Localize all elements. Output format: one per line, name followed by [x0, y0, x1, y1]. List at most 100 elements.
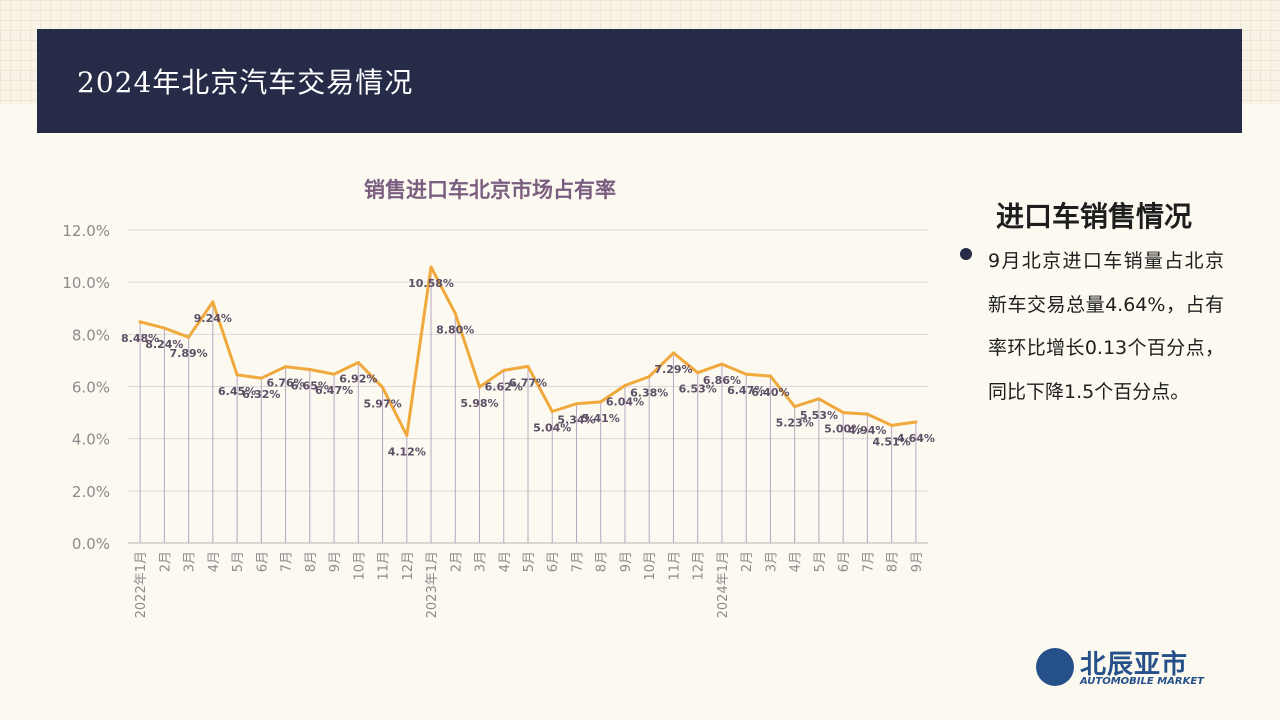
data-point	[453, 311, 457, 315]
data-point	[817, 397, 821, 401]
x-tick-label: 6月	[837, 551, 852, 572]
y-tick-label: 8.0%	[72, 326, 110, 344]
data-label: 5.23%	[776, 417, 814, 430]
x-tick-label: 7月	[570, 551, 585, 572]
data-point	[356, 361, 360, 365]
x-tick-label: 3月	[183, 551, 198, 572]
x-tick-label: 9月	[910, 551, 925, 572]
y-tick-label: 10.0%	[62, 274, 110, 292]
data-point	[478, 385, 482, 389]
data-point	[599, 400, 603, 404]
data-label: 4.12%	[388, 446, 426, 459]
x-tick-label: 9月	[619, 551, 634, 572]
data-point	[235, 373, 239, 377]
data-label: 6.86%	[703, 374, 741, 387]
data-point	[381, 385, 385, 389]
data-label: 6.47%	[727, 384, 765, 397]
data-point	[720, 362, 724, 366]
data-point	[744, 372, 748, 376]
data-label: 6.38%	[630, 387, 668, 400]
x-tick-label: 11月	[377, 551, 392, 581]
x-tick-label: 7月	[280, 551, 295, 572]
y-tick-label: 6.0%	[72, 379, 110, 397]
data-label: 6.76%	[266, 377, 304, 390]
x-tick-label: 2月	[740, 551, 755, 572]
data-label: 5.34%	[557, 414, 595, 427]
data-point	[526, 364, 530, 368]
data-point	[696, 371, 700, 375]
data-point	[405, 434, 409, 438]
data-label: 8.48%	[121, 332, 159, 345]
x-tick-label: 3月	[474, 551, 489, 572]
data-point	[768, 374, 772, 378]
data-label: 6.32%	[242, 388, 280, 401]
header-bar: 2024年北京汽车交易情况	[37, 29, 1242, 133]
data-point	[308, 368, 312, 372]
x-tick-label: 9月	[328, 551, 343, 572]
data-label: 4.51%	[873, 435, 911, 448]
data-point	[284, 365, 288, 369]
x-tick-label: 8月	[886, 551, 901, 572]
x-tick-label: 4月	[207, 551, 222, 572]
x-tick-label: 2023年1月	[425, 551, 440, 618]
x-tick-label: 10月	[643, 551, 658, 581]
logo-emblem-icon	[1036, 648, 1074, 686]
data-label: 4.94%	[848, 424, 886, 437]
x-tick-label: 2022年1月	[134, 551, 149, 618]
data-point	[259, 376, 263, 380]
x-tick-label: 5月	[522, 551, 537, 572]
data-point	[211, 300, 215, 304]
bullet-dot	[960, 248, 972, 260]
data-label: 6.53%	[679, 383, 717, 396]
data-label: 6.47%	[315, 384, 353, 397]
data-label: 9.24%	[194, 312, 232, 325]
data-label: 8.80%	[436, 323, 474, 336]
data-label: 5.97%	[363, 397, 401, 410]
x-tick-label: 2024年1月	[716, 551, 731, 618]
data-label: 6.65%	[291, 380, 329, 393]
y-tick-label: 0.0%	[72, 535, 110, 553]
data-point	[841, 411, 845, 415]
data-label: 10.58%	[408, 277, 454, 290]
page-title: 2024年北京汽车交易情况	[77, 66, 414, 99]
data-label: 5.04%	[533, 422, 571, 435]
logo-name: 北辰亚市	[1080, 650, 1189, 680]
company-logo: 北辰亚市 AUTOMOBILE MARKET	[1036, 646, 1236, 692]
data-label: 6.62%	[485, 380, 523, 393]
x-tick-label: 6月	[546, 551, 561, 572]
x-tick-label: 10月	[352, 551, 367, 581]
x-tick-label: 11月	[667, 551, 682, 581]
x-tick-label: 8月	[595, 551, 610, 572]
bullet-text: 9月北京进口车销量占北京新车交易总量4.64%，占有率环比增长0.13个百分点，…	[988, 250, 1224, 403]
data-label: 4.64%	[897, 432, 935, 445]
data-label: 6.45%	[218, 385, 256, 398]
data-point	[914, 420, 918, 424]
x-tick-label: 8月	[304, 551, 319, 572]
data-point	[890, 423, 894, 427]
data-label: 5.53%	[800, 409, 838, 422]
side-title: 进口车销售情况	[996, 200, 1193, 233]
y-tick-label: 2.0%	[72, 483, 110, 501]
data-point	[647, 375, 651, 379]
data-label: 8.24%	[145, 338, 183, 351]
x-tick-label: 7月	[861, 551, 876, 572]
data-point	[550, 410, 554, 414]
x-tick-label: 5月	[231, 551, 246, 572]
data-point	[187, 335, 191, 339]
x-tick-label: 2月	[158, 551, 173, 572]
data-point	[671, 351, 675, 355]
data-label: 6.40%	[751, 386, 789, 399]
data-label: 6.04%	[606, 395, 644, 408]
data-label: 5.41%	[582, 412, 620, 425]
data-point	[138, 320, 142, 324]
x-tick-label: 6月	[255, 551, 270, 572]
y-tick-label: 4.0%	[72, 431, 110, 449]
logo-subtitle: AUTOMOBILE MARKET	[1080, 676, 1205, 687]
x-tick-label: 4月	[789, 551, 804, 572]
data-label: 5.98%	[460, 397, 498, 410]
data-label: 6.92%	[339, 373, 377, 386]
data-label: 7.29%	[654, 363, 692, 376]
data-point	[574, 402, 578, 406]
data-label: 7.89%	[170, 347, 208, 360]
